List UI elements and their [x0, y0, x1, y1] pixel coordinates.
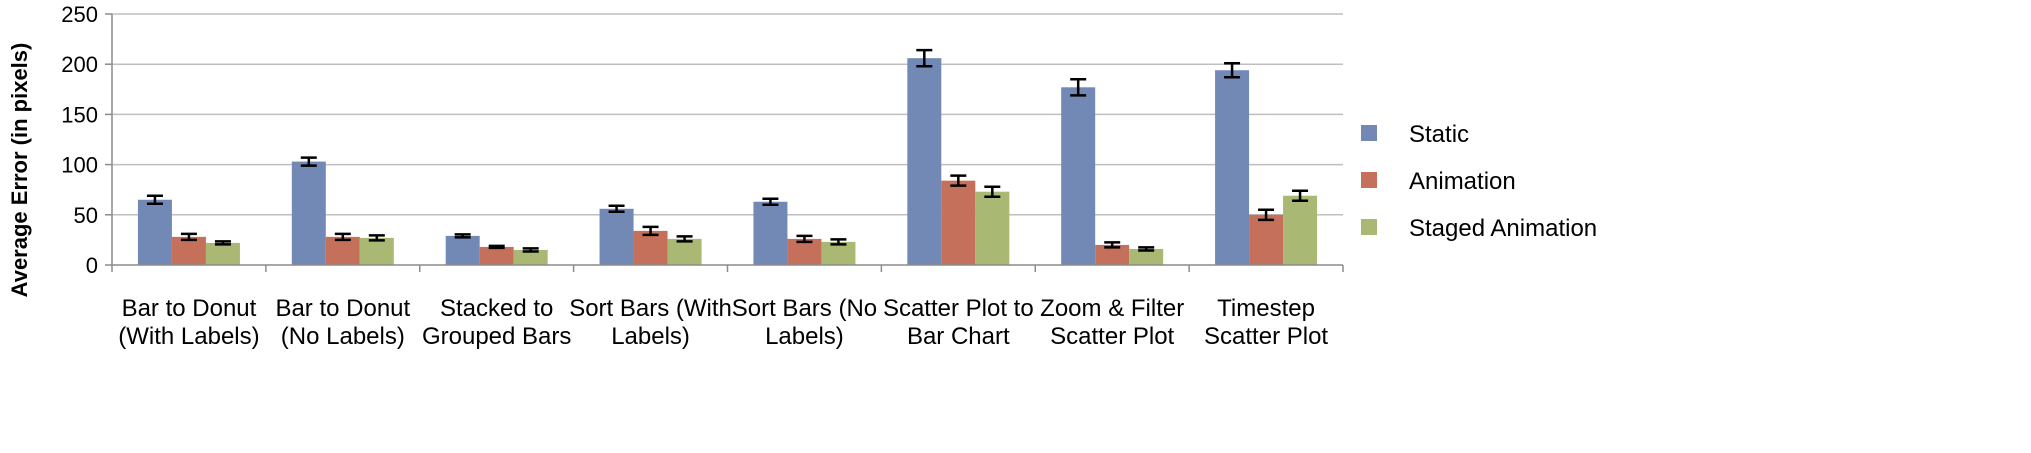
- error-bar: [984, 185, 1001, 198]
- x-category-label: Zoom & Filter: [1040, 295, 1184, 322]
- x-category-label: Scatter Plot: [1050, 323, 1174, 350]
- bar-animation: [325, 236, 360, 265]
- x-category-label: Bar to Donut: [122, 295, 257, 322]
- bars: [137, 48, 1318, 266]
- x-category-label: Grouped Bars: [422, 323, 571, 350]
- error-bar: [642, 225, 659, 237]
- x-category-label: Labels): [765, 323, 844, 350]
- legend-label: Animation: [1409, 168, 1516, 195]
- bar-static: [1061, 87, 1096, 266]
- x-category-label: Labels): [611, 323, 690, 350]
- y-tick-label: 150: [61, 102, 98, 127]
- bar-static: [753, 201, 788, 265]
- bar-static: [137, 199, 172, 265]
- error-bar: [1258, 208, 1275, 222]
- error-bar: [214, 240, 231, 246]
- bar-staged-animation: [1283, 195, 1318, 265]
- error-bar: [180, 232, 197, 242]
- error-bar: [608, 204, 625, 214]
- error-bar: [1104, 241, 1121, 249]
- error-bar: [916, 48, 933, 68]
- legend-swatch: [1361, 125, 1377, 141]
- legend: Static Animation Staged Animation: [1361, 121, 1597, 242]
- error-bar: [146, 194, 163, 206]
- bar-static: [445, 235, 480, 265]
- y-tick-label: 200: [61, 52, 98, 77]
- bar-animation: [1095, 244, 1130, 265]
- x-category-label: Scatter Plot: [1204, 323, 1328, 350]
- error-bar: [830, 238, 847, 246]
- bar-staged-animation: [667, 238, 702, 265]
- error-bar: [334, 232, 351, 242]
- bar-staged-animation: [205, 242, 240, 265]
- bar-animation: [479, 246, 514, 265]
- error-bar: [676, 235, 693, 243]
- x-category-label: Bar Chart: [907, 323, 1010, 350]
- bar-static: [907, 58, 942, 266]
- x-category-label: Scatter Plot to: [883, 295, 1034, 322]
- error-bar: [522, 247, 539, 253]
- bar-static: [291, 161, 326, 265]
- error-bar: [454, 233, 471, 239]
- axes: [111, 14, 1344, 272]
- x-category-label: Sort Bars (No: [732, 295, 877, 322]
- error-bar: [762, 197, 779, 207]
- x-category-label: (With Labels): [118, 323, 259, 350]
- error-bar: [1224, 61, 1241, 79]
- legend-label: Static: [1409, 121, 1469, 148]
- error-bar: [950, 174, 967, 187]
- y-tick-label: 0: [86, 253, 98, 278]
- bar-staged-animation: [359, 237, 394, 265]
- bar-static: [1215, 70, 1250, 265]
- error-bar: [796, 234, 813, 244]
- legend-label: Staged Animation: [1409, 215, 1597, 242]
- bar-staged-animation: [1129, 248, 1164, 265]
- y-tick-label: 250: [61, 2, 98, 27]
- error-bar: [1138, 246, 1155, 252]
- bar-staged-animation: [821, 241, 856, 265]
- x-category-label: Sort Bars (With: [569, 295, 732, 322]
- y-axis-label: Average Error (in pixels): [7, 43, 32, 298]
- bar-staged-animation: [975, 191, 1010, 265]
- x-category-label: Bar to Donut: [275, 295, 410, 322]
- x-category-label: (No Labels): [281, 323, 405, 350]
- bar-animation: [787, 238, 822, 265]
- bar-animation: [171, 236, 206, 265]
- error-bar: [300, 156, 317, 167]
- bar-animation: [633, 230, 668, 265]
- legend-swatch: [1361, 172, 1377, 188]
- legend-swatch: [1361, 219, 1377, 235]
- y-axis-tick-labels: 0 50 100 150 200 250: [61, 2, 98, 278]
- bar-animation: [1249, 214, 1284, 265]
- error-bar: [1070, 78, 1087, 97]
- bar-animation: [941, 180, 976, 265]
- x-category-label: Timestep: [1217, 295, 1315, 322]
- y-tick-label: 50: [74, 203, 98, 228]
- bar-static: [599, 208, 634, 265]
- error-bar: [488, 244, 505, 250]
- error-bar: [368, 234, 385, 242]
- bar-staged-animation: [513, 249, 548, 265]
- x-axis-category-labels: Bar to Donut(With Labels)Bar to Donut(No…: [118, 295, 1328, 350]
- x-category-label: Stacked to: [440, 295, 553, 322]
- error-bar: [1292, 189, 1309, 202]
- y-tick-label: 100: [61, 153, 98, 178]
- gridlines: [105, 13, 1343, 266]
